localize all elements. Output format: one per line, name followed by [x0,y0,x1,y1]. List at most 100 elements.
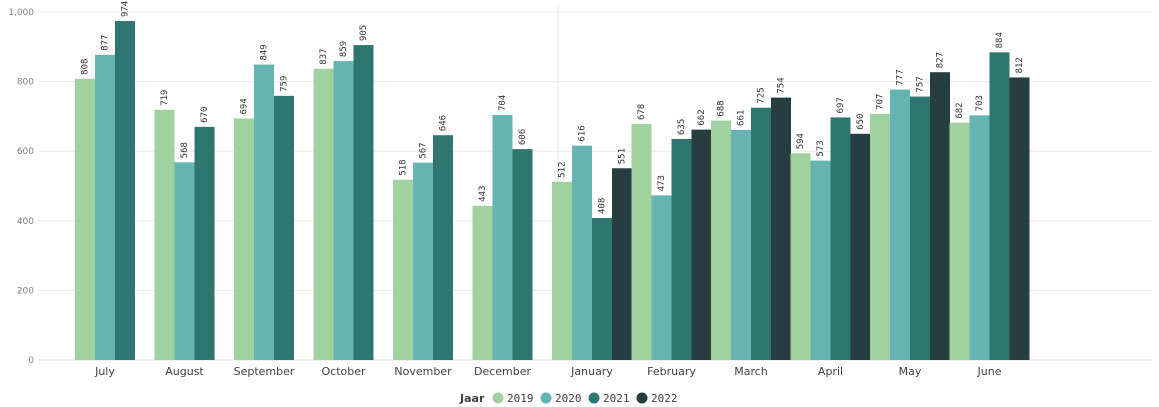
y-tick-label: 0 [28,356,34,366]
bar-february-2019[interactable] [631,124,652,360]
x-category-label: June [977,365,1002,378]
bar-october-2019[interactable] [313,68,334,360]
bar-december-2019[interactable] [472,205,493,360]
bar-september-2021[interactable] [274,95,294,361]
bar-august-2021[interactable] [194,126,215,360]
data-label: 567 [419,142,429,158]
bar-november-2020[interactable] [413,162,433,360]
bar-november-2021[interactable] [433,135,453,360]
legend-swatch-2022[interactable] [636,392,648,404]
bar-march-2021[interactable] [751,107,771,360]
legend-entry-2020[interactable]: 2020 [555,392,582,405]
data-label: 594 [796,133,806,149]
data-label: 754 [777,77,787,93]
bar-may-2020[interactable] [890,89,910,360]
bar-june-2019[interactable] [949,122,970,360]
bar-november-2019[interactable] [393,179,413,360]
y-tick-label: 800 [17,78,34,88]
data-label: 661 [737,110,747,126]
data-label: 646 [439,115,449,131]
data-label: 725 [757,87,767,103]
x-category-label: August [165,365,204,378]
data-label: 719 [160,90,170,106]
bar-august-2019[interactable] [154,109,175,361]
data-label: 616 [578,125,588,141]
bar-june-2020[interactable] [969,115,990,360]
bar-june-2021[interactable] [989,52,1010,360]
bar-march-2022[interactable] [771,97,791,360]
data-label: 757 [916,76,926,92]
bar-july-2021[interactable] [115,21,135,360]
x-category-label: January [570,365,613,378]
bar-july-2020[interactable] [95,54,115,360]
legend-swatch-2020[interactable] [540,392,552,404]
legend-swatch-2019[interactable] [492,392,504,404]
x-category-label: October [321,365,365,378]
bar-march-2020[interactable] [731,129,751,360]
x-category-label: September [234,365,295,378]
data-labels: 808 877 974 719 568 670 694 849 759 837 859 905 518 5… [81,1,1026,214]
bar-december-2020[interactable] [492,115,513,361]
data-label: 408 [598,198,608,214]
legend-entry-2022[interactable]: 2022 [651,392,678,405]
bar-september-2019[interactable] [234,118,254,360]
legend-entry-2021[interactable]: 2021 [603,392,630,405]
data-label: 707 [876,94,886,110]
bar-january-2020[interactable] [572,145,592,360]
data-label: 670 [200,107,210,123]
bar-february-2020[interactable] [651,195,672,360]
bar-august-2020[interactable] [174,162,195,360]
bar-april-2020[interactable] [810,160,831,360]
x-category-label: July [94,365,115,378]
data-label: 704 [498,95,508,111]
bar-may-2022[interactable] [930,72,950,360]
bar-january-2022[interactable] [612,168,632,360]
legend-entry-2019[interactable]: 2019 [507,392,534,405]
legend: Jaar 2019 2020 2021 2022 [459,392,678,405]
bar-april-2022[interactable] [850,133,871,360]
y-tick-label: 400 [17,217,34,227]
bar-september-2020[interactable] [254,64,274,360]
data-label: 905 [359,25,369,41]
data-label: 777 [896,69,906,85]
data-label: 573 [816,140,826,156]
y-tick-label: 200 [17,286,34,296]
bar-june-2022[interactable] [1009,77,1030,360]
data-label: 837 [319,48,329,64]
bar-april-2019[interactable] [790,153,811,360]
data-label: 662 [697,109,707,125]
data-label: 518 [399,159,409,175]
data-label: 808 [81,59,91,75]
bar-february-2022[interactable] [691,129,712,360]
y-axis-ticks: 0 200 400 600 800 1,000 [8,8,34,366]
bar-march-2019[interactable] [711,120,731,361]
data-label: 650 [856,114,866,130]
bar-october-2020[interactable] [333,61,354,361]
x-category-label: April [818,365,843,378]
data-label: 697 [836,97,846,113]
data-label: 703 [975,95,985,111]
data-label: 678 [637,104,647,120]
x-category-label: May [899,365,922,378]
bar-january-2019[interactable] [552,181,572,360]
bar-february-2021[interactable] [671,139,692,360]
data-label: 443 [478,186,488,202]
data-label: 688 [717,100,727,116]
legend-swatch-2021[interactable] [588,392,600,404]
bar-december-2021[interactable] [512,149,533,360]
bar-april-2021[interactable] [830,117,851,360]
x-category-label: November [394,365,452,378]
bar-october-2021[interactable] [353,45,374,361]
data-label: 859 [339,41,349,57]
bar-may-2021[interactable] [910,96,930,361]
y-tick-label: 1,000 [8,8,34,18]
x-category-label: March [734,365,768,378]
data-label: 551 [618,148,628,164]
bar-january-2021[interactable] [592,218,612,360]
data-label: 635 [677,119,687,135]
bar-july-2019[interactable] [75,78,95,360]
bar-may-2019[interactable] [870,113,890,361]
x-category-label: December [474,365,532,378]
